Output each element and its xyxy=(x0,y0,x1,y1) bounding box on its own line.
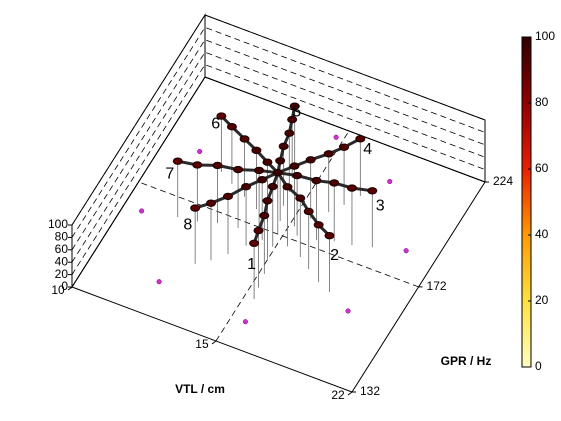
grid-line xyxy=(71,64,486,275)
spoke-label: 4 xyxy=(363,141,372,158)
spoke-label: 5 xyxy=(292,104,301,121)
x-tick xyxy=(347,391,353,396)
floor-point xyxy=(156,279,162,285)
colorbar-tick-label: 40 xyxy=(535,227,549,241)
point xyxy=(367,187,378,195)
point xyxy=(249,239,260,247)
colorbar-tick-label: 20 xyxy=(535,293,549,307)
spoke-label: 7 xyxy=(165,166,174,183)
point xyxy=(172,157,183,165)
point xyxy=(287,115,298,124)
point xyxy=(289,162,300,170)
floor-point xyxy=(139,208,145,214)
x-axis-label: VTL / cm xyxy=(175,382,225,396)
point xyxy=(262,197,273,205)
point xyxy=(282,183,293,191)
floor-point xyxy=(345,308,351,314)
point xyxy=(323,150,334,158)
point xyxy=(305,156,316,164)
point xyxy=(295,194,306,202)
point xyxy=(257,175,268,184)
grid-line xyxy=(71,39,486,251)
point xyxy=(251,146,262,155)
point xyxy=(253,226,264,235)
point xyxy=(233,165,244,174)
grid-line xyxy=(71,76,486,288)
colorbar-tick-label: 80 xyxy=(535,95,549,109)
point xyxy=(267,182,278,191)
floor-point xyxy=(403,248,409,254)
z-tick-label: 20 xyxy=(55,267,69,281)
colorbar-tick-label: 100 xyxy=(535,29,555,43)
point xyxy=(355,135,366,143)
spoke-label: 1 xyxy=(247,256,256,273)
y-tick-label: 224 xyxy=(493,174,513,188)
point xyxy=(190,204,201,212)
spoke-label: 6 xyxy=(211,116,220,133)
x-tick-label: 10 xyxy=(51,283,65,297)
floor-point xyxy=(242,319,248,325)
grid-line xyxy=(71,14,486,226)
point xyxy=(241,183,252,191)
grid-line xyxy=(71,26,486,238)
point xyxy=(284,129,295,137)
z-tick-label: 40 xyxy=(55,254,69,268)
x-tick xyxy=(211,340,217,345)
z-tick-label: 0 xyxy=(61,279,68,293)
z-tick-label: 80 xyxy=(55,230,69,244)
point xyxy=(226,123,237,131)
point xyxy=(272,169,283,177)
x-tick-label: 22 xyxy=(331,388,345,402)
point xyxy=(222,192,233,201)
colorbar-tick-label: 60 xyxy=(535,161,549,175)
x-tick-label: 15 xyxy=(195,337,209,351)
point xyxy=(254,166,265,175)
point xyxy=(303,207,314,216)
grid-line xyxy=(71,51,486,263)
point xyxy=(311,176,322,185)
point xyxy=(292,171,303,180)
point xyxy=(239,135,250,143)
z-tick-label: 100 xyxy=(48,217,68,231)
spoke-label: 3 xyxy=(376,197,385,214)
point xyxy=(329,179,340,187)
spoke-label: 8 xyxy=(183,216,192,233)
x-tick xyxy=(67,286,73,291)
point xyxy=(262,158,273,166)
point xyxy=(259,211,270,220)
y-tick-label: 132 xyxy=(360,384,380,398)
floor-point xyxy=(387,178,393,185)
colorbar xyxy=(521,36,532,368)
spoke-label: 2 xyxy=(330,247,339,264)
y-axis-label: GPR / Hz xyxy=(441,354,492,368)
colorbar-tick-label: 0 xyxy=(535,359,542,373)
z-tick-label: 60 xyxy=(55,242,69,256)
point xyxy=(313,221,324,229)
point xyxy=(339,143,350,151)
point xyxy=(346,184,357,192)
floor-point xyxy=(333,134,339,140)
floor-point xyxy=(197,148,203,155)
y-tick-label: 172 xyxy=(427,279,447,293)
point xyxy=(212,161,223,170)
point xyxy=(192,161,203,169)
point xyxy=(275,157,286,165)
point xyxy=(278,142,289,151)
point xyxy=(205,199,216,207)
point xyxy=(289,102,300,110)
point xyxy=(216,112,227,120)
point xyxy=(324,231,335,240)
